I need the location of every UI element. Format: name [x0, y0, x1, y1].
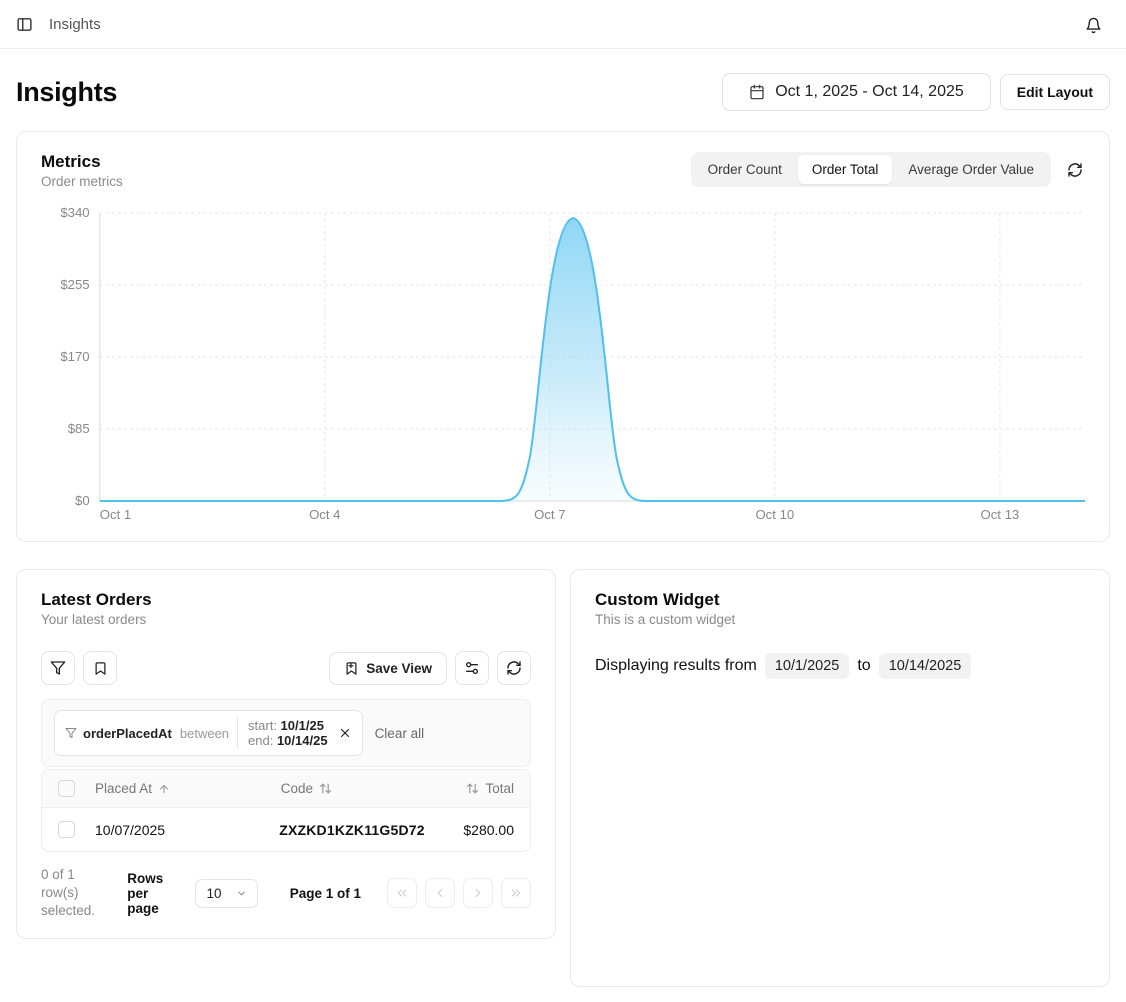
svg-text:$85: $85	[68, 421, 90, 436]
svg-text:Oct 10: Oct 10	[755, 507, 794, 522]
svg-text:Oct 1: Oct 1	[100, 507, 131, 522]
svg-text:$0: $0	[75, 493, 90, 508]
svg-text:$170: $170	[60, 349, 89, 364]
svg-text:$255: $255	[60, 277, 89, 292]
svg-text:Oct 13: Oct 13	[980, 507, 1019, 522]
svg-text:$340: $340	[60, 205, 89, 220]
svg-text:Oct 4: Oct 4	[309, 507, 340, 522]
svg-text:Oct 7: Oct 7	[534, 507, 565, 522]
